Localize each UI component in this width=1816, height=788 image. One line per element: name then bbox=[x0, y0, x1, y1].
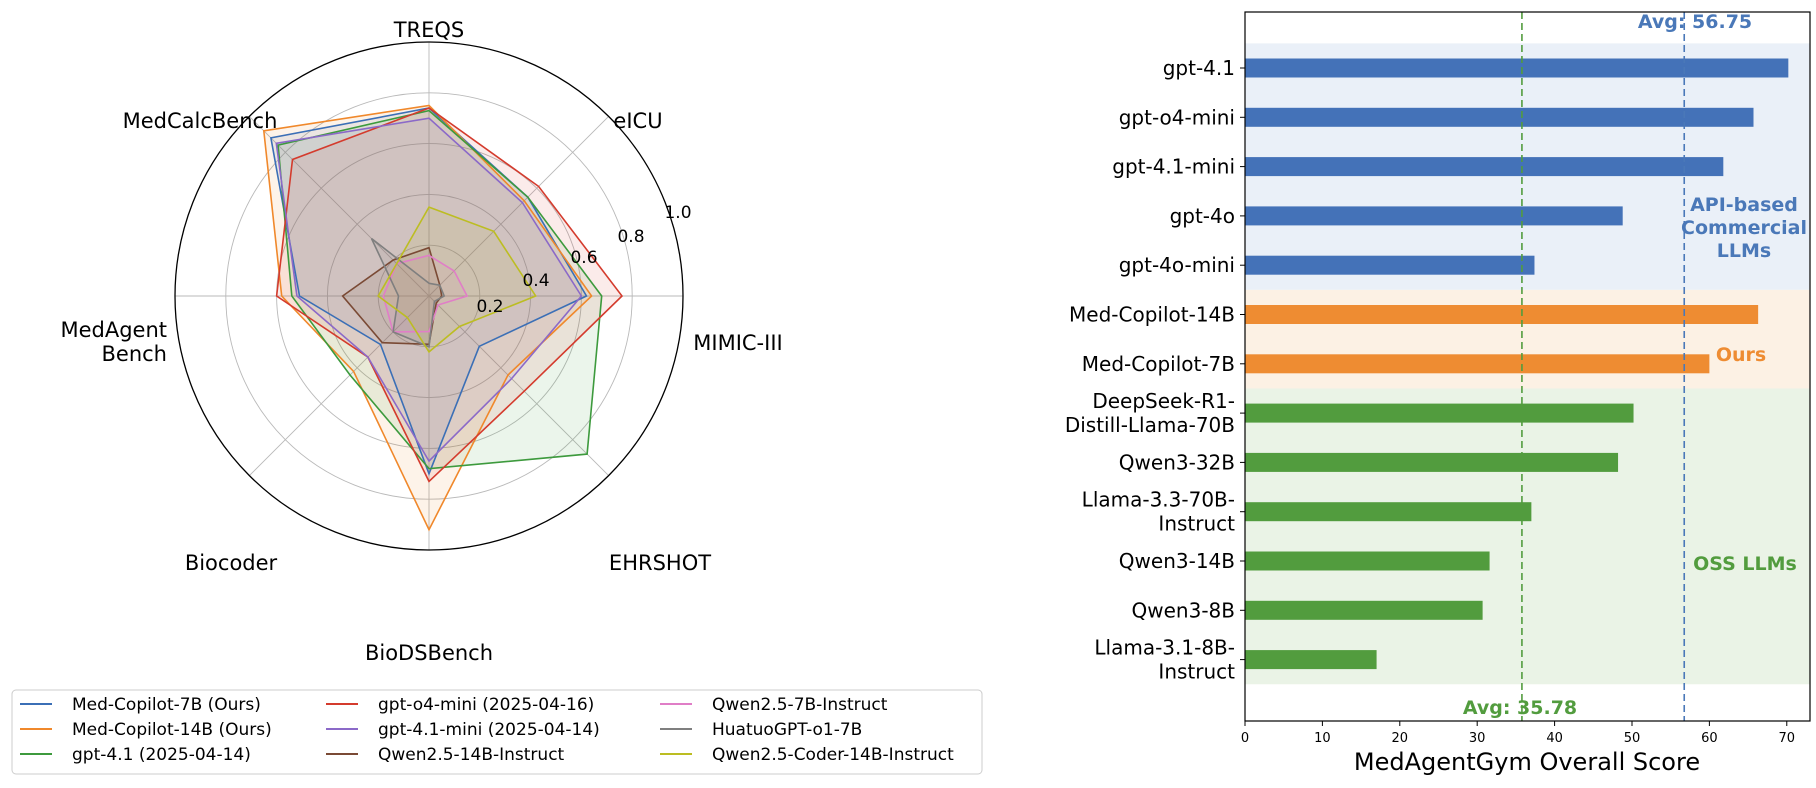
legend-label: Qwen2.5-Coder-14B-Instruct bbox=[712, 745, 954, 765]
x-axis-label: MedAgentGym Overall Score bbox=[1354, 748, 1700, 776]
radar-series-fill bbox=[383, 255, 468, 332]
group-band bbox=[1245, 289, 1810, 389]
category-label: Med-Copilot-7B bbox=[1082, 352, 1235, 376]
bar bbox=[1245, 305, 1759, 324]
radar-series-fill bbox=[276, 108, 622, 482]
x-tick-label: 40 bbox=[1546, 731, 1563, 746]
radar-chart: 0.2 0.4 0.6 0.8 1.0 TREQS eICU MIMIC-III EHRSHOT… bbox=[11, 18, 983, 775]
radar-axis-label: TREQS bbox=[393, 18, 465, 42]
bar bbox=[1245, 502, 1532, 522]
x-tick-label: 10 bbox=[1314, 731, 1331, 746]
legend-label: Qwen2.5-14B-Instruct bbox=[378, 745, 565, 765]
bar bbox=[1245, 58, 1789, 78]
x-tick-label: 20 bbox=[1392, 731, 1409, 746]
bar bbox=[1245, 206, 1623, 226]
bar bbox=[1245, 354, 1710, 374]
category-label: Qwen3-32B bbox=[1119, 450, 1235, 474]
legend-label: Qwen2.5-7B-Instruct bbox=[712, 695, 888, 715]
radar-tick-label: 1.0 bbox=[664, 203, 691, 223]
radar-series-line bbox=[269, 107, 588, 477]
bar bbox=[1245, 600, 1483, 620]
category-label: DeepSeek-R1-Distill-Llama-70B bbox=[1065, 389, 1235, 437]
legend-label: gpt-o4-mini (2025-04-16) bbox=[378, 695, 594, 715]
radar-series bbox=[262, 104, 624, 532]
radar-series-line bbox=[377, 206, 537, 354]
x-tick-label: 60 bbox=[1701, 731, 1718, 746]
x-tick-label: 30 bbox=[1469, 731, 1486, 746]
bar bbox=[1245, 157, 1724, 177]
x-tick-label: 70 bbox=[1779, 731, 1796, 746]
radar-axis-label: MedCalcBench bbox=[123, 109, 278, 133]
bars bbox=[1245, 58, 1789, 670]
radar-series-line bbox=[382, 254, 469, 333]
bar bbox=[1245, 650, 1377, 670]
radar-series-fill bbox=[378, 207, 536, 352]
x-tick-label: 0 bbox=[1241, 731, 1249, 746]
avg-label: Avg: 56.75 bbox=[1638, 11, 1752, 33]
category-label: gpt-4o-mini bbox=[1119, 253, 1235, 277]
category-label: Qwen3-14B bbox=[1119, 549, 1235, 573]
radar-tick-label: 0.8 bbox=[617, 227, 644, 247]
bar bbox=[1245, 551, 1490, 571]
group-label: Ours bbox=[1716, 344, 1766, 366]
category-label: Med-Copilot-14B bbox=[1069, 303, 1235, 327]
radar-series-fill bbox=[276, 118, 582, 462]
radar-spoke bbox=[428, 116, 609, 297]
legend-label: HuatuoGPT-o1-7B bbox=[712, 720, 862, 740]
bar bbox=[1245, 452, 1619, 472]
category-label: gpt-o4-mini bbox=[1119, 105, 1235, 129]
plot-frame bbox=[1244, 11, 1811, 722]
radar-tick-label: 0.6 bbox=[570, 248, 597, 268]
legend-box bbox=[11, 689, 983, 775]
bar-chart: Avg: 56.75 Avg: 35.78 API-based Commercial L… bbox=[1065, 11, 1811, 776]
radar-tick-label: 0.2 bbox=[476, 297, 503, 317]
radar-tick-label: 0.4 bbox=[522, 271, 549, 291]
radar-series-line bbox=[275, 107, 624, 483]
x-tick-label: 50 bbox=[1624, 731, 1641, 746]
radar-axis-label: MIMIC-III bbox=[693, 331, 782, 355]
radar-series-line bbox=[275, 117, 583, 463]
legend-label: Med-Copilot-7B (Ours) bbox=[72, 695, 261, 715]
legend-label: gpt-4.1 (2025-04-14) bbox=[72, 745, 251, 765]
radar-series-line bbox=[262, 104, 593, 532]
category-label: gpt-4.1 bbox=[1163, 56, 1235, 80]
bar bbox=[1245, 255, 1535, 275]
radar-series-fill bbox=[263, 105, 592, 530]
radar-series-fill bbox=[270, 108, 587, 474]
radar-legend: Med-Copilot-7B (Ours) Med-Copilot-14B (Ou… bbox=[11, 689, 983, 775]
radar-outer-circle bbox=[174, 41, 684, 551]
category-label: Qwen3-8B bbox=[1132, 598, 1235, 622]
radar-axis-label: MedAgent Bench bbox=[60, 318, 167, 366]
group-band bbox=[1245, 388, 1810, 685]
radar-series-fill bbox=[342, 247, 442, 345]
radar-axis-label: Biocoder bbox=[185, 551, 278, 575]
radar-spoke bbox=[249, 116, 430, 297]
avg-label: Avg: 35.78 bbox=[1463, 697, 1577, 719]
radar-series-fill bbox=[371, 238, 445, 347]
category-label: Llama-3.3-70B-Instruct bbox=[1082, 488, 1235, 536]
category-label: Llama-3.1-8B-Instruct bbox=[1094, 636, 1235, 684]
radar-axis-label: eICU bbox=[613, 109, 662, 133]
radar-axis-label: BioDSBench bbox=[365, 641, 493, 665]
bar bbox=[1245, 107, 1754, 127]
group-label: OSS LLMs bbox=[1693, 553, 1797, 575]
group-label: API-based Commercial LLMs bbox=[1681, 194, 1807, 262]
radar-axis-label: EHRSHOT bbox=[609, 551, 711, 575]
radar-series-line bbox=[370, 237, 446, 348]
bar bbox=[1245, 403, 1634, 423]
radar-spoke bbox=[249, 295, 430, 476]
category-label: gpt-4.1-mini bbox=[1112, 155, 1235, 179]
category-label: gpt-4o bbox=[1170, 204, 1235, 228]
legend-label: Med-Copilot-14B (Ours) bbox=[72, 720, 272, 740]
legend-label: gpt-4.1-mini (2025-04-14) bbox=[378, 720, 600, 740]
